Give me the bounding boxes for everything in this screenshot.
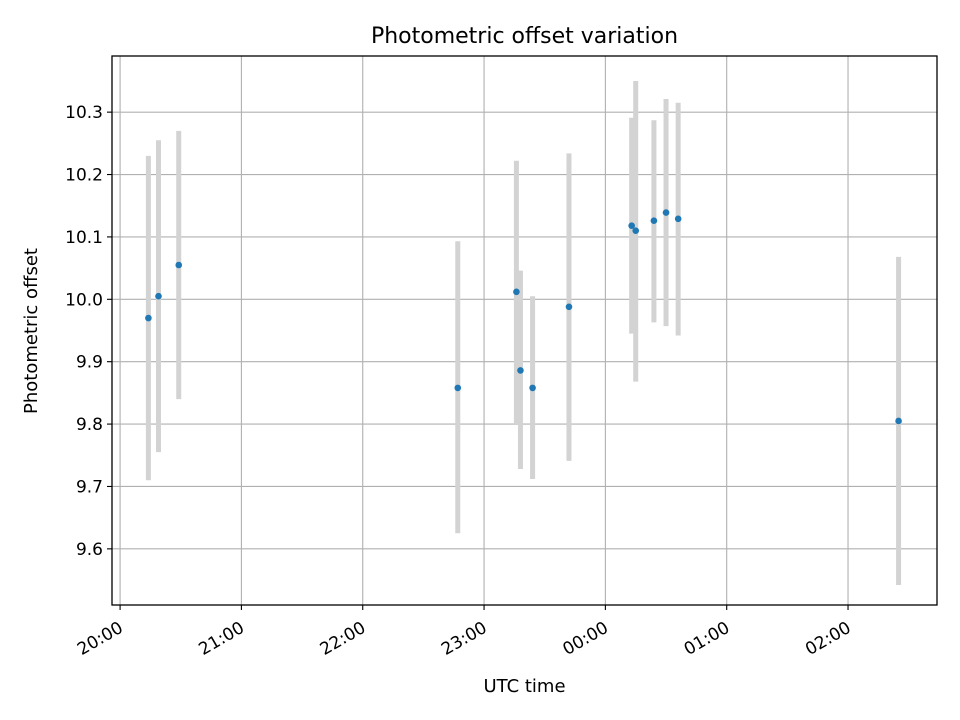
data-point	[632, 227, 640, 234]
data-point	[513, 288, 520, 296]
data-point	[628, 222, 635, 229]
data-point	[895, 417, 902, 425]
y-tick-label: 9.6	[76, 540, 103, 560]
data-point	[674, 215, 682, 223]
data-point	[565, 303, 573, 311]
y-tick-label: 9.9	[76, 353, 103, 373]
data-points	[145, 209, 902, 425]
data-point	[175, 261, 183, 269]
data-point	[155, 292, 162, 300]
y-tick-label: 10.0	[65, 290, 103, 310]
y-tick-label: 10.2	[65, 166, 103, 186]
data-point	[145, 314, 152, 322]
grid	[112, 56, 937, 605]
plot-frame	[111, 55, 938, 606]
chart-title: Photometric offset variation	[371, 24, 678, 49]
y-tick-label: 10.1	[65, 228, 103, 248]
data-point	[517, 367, 524, 374]
y-axis-ticks: 9.6 9.7 9.8 9.9 10.0 10.1 10.2 10.3	[65, 103, 112, 560]
y-axis-label: Photometric offset	[21, 248, 42, 414]
y-tick-label: 9.8	[76, 415, 103, 435]
y-tick-label: 10.3	[65, 103, 103, 123]
data-point	[662, 209, 670, 216]
data-point	[454, 384, 462, 392]
x-axis-label: UTC time	[483, 676, 565, 697]
data-point	[529, 384, 536, 392]
data-point	[650, 217, 658, 224]
y-tick-label: 9.7	[76, 477, 103, 497]
